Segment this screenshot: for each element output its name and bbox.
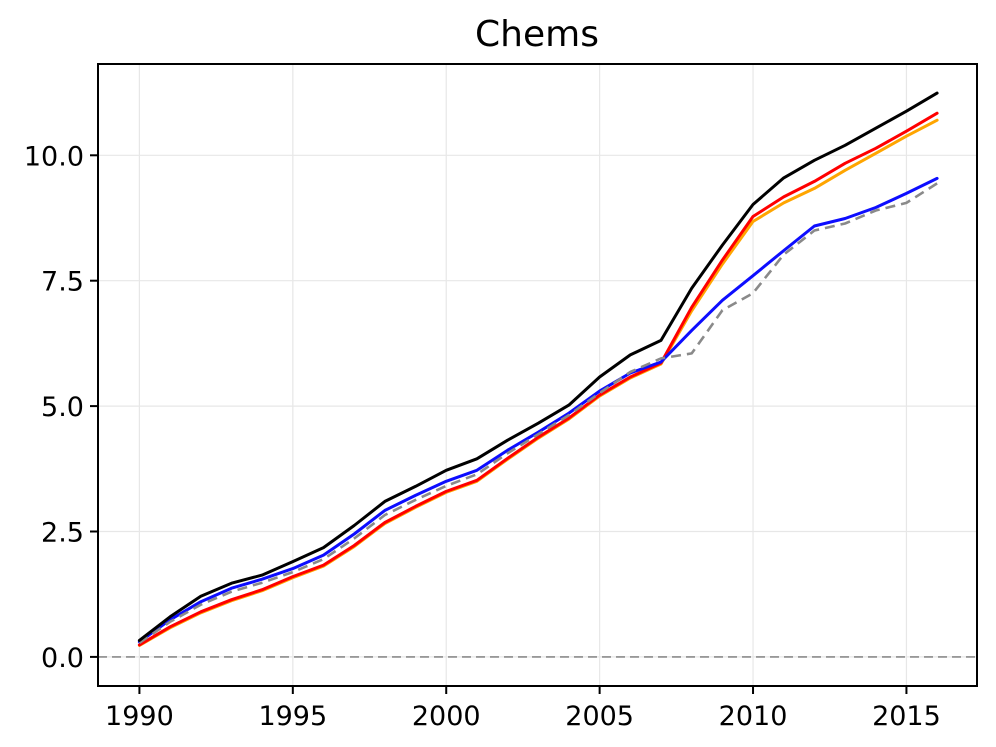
series-line-orange-solid [137, 118, 939, 647]
y-tick-label: 5.0 [41, 392, 84, 423]
y-axis-ticks: 0.0 2.5 5.0 7.5 10.0 [24, 141, 98, 674]
x-tick-label: 2005 [565, 701, 634, 732]
series-line-blue-solid [137, 176, 939, 644]
series-line-red-solid [137, 111, 939, 647]
y-tick-label: 0.0 [41, 643, 84, 674]
x-tick-label: 2010 [719, 701, 788, 732]
chart-title: Chems [475, 14, 599, 55]
x-axis-ticks: 1990 1995 2000 2005 2010 2015 [105, 686, 941, 732]
series-line-gray-dashed [138, 182, 938, 644]
series-lines [137, 91, 939, 647]
x-tick-label: 1995 [258, 701, 327, 732]
y-tick-label: 2.5 [41, 518, 84, 549]
x-tick-label: 1990 [105, 701, 174, 732]
series-line-black-solid [137, 91, 939, 642]
x-tick-label: 2015 [872, 701, 941, 732]
y-tick-label: 7.5 [41, 267, 84, 298]
plot-frame [97, 63, 978, 687]
x-tick-label: 2000 [412, 701, 481, 732]
y-tick-label: 10.0 [24, 141, 84, 172]
